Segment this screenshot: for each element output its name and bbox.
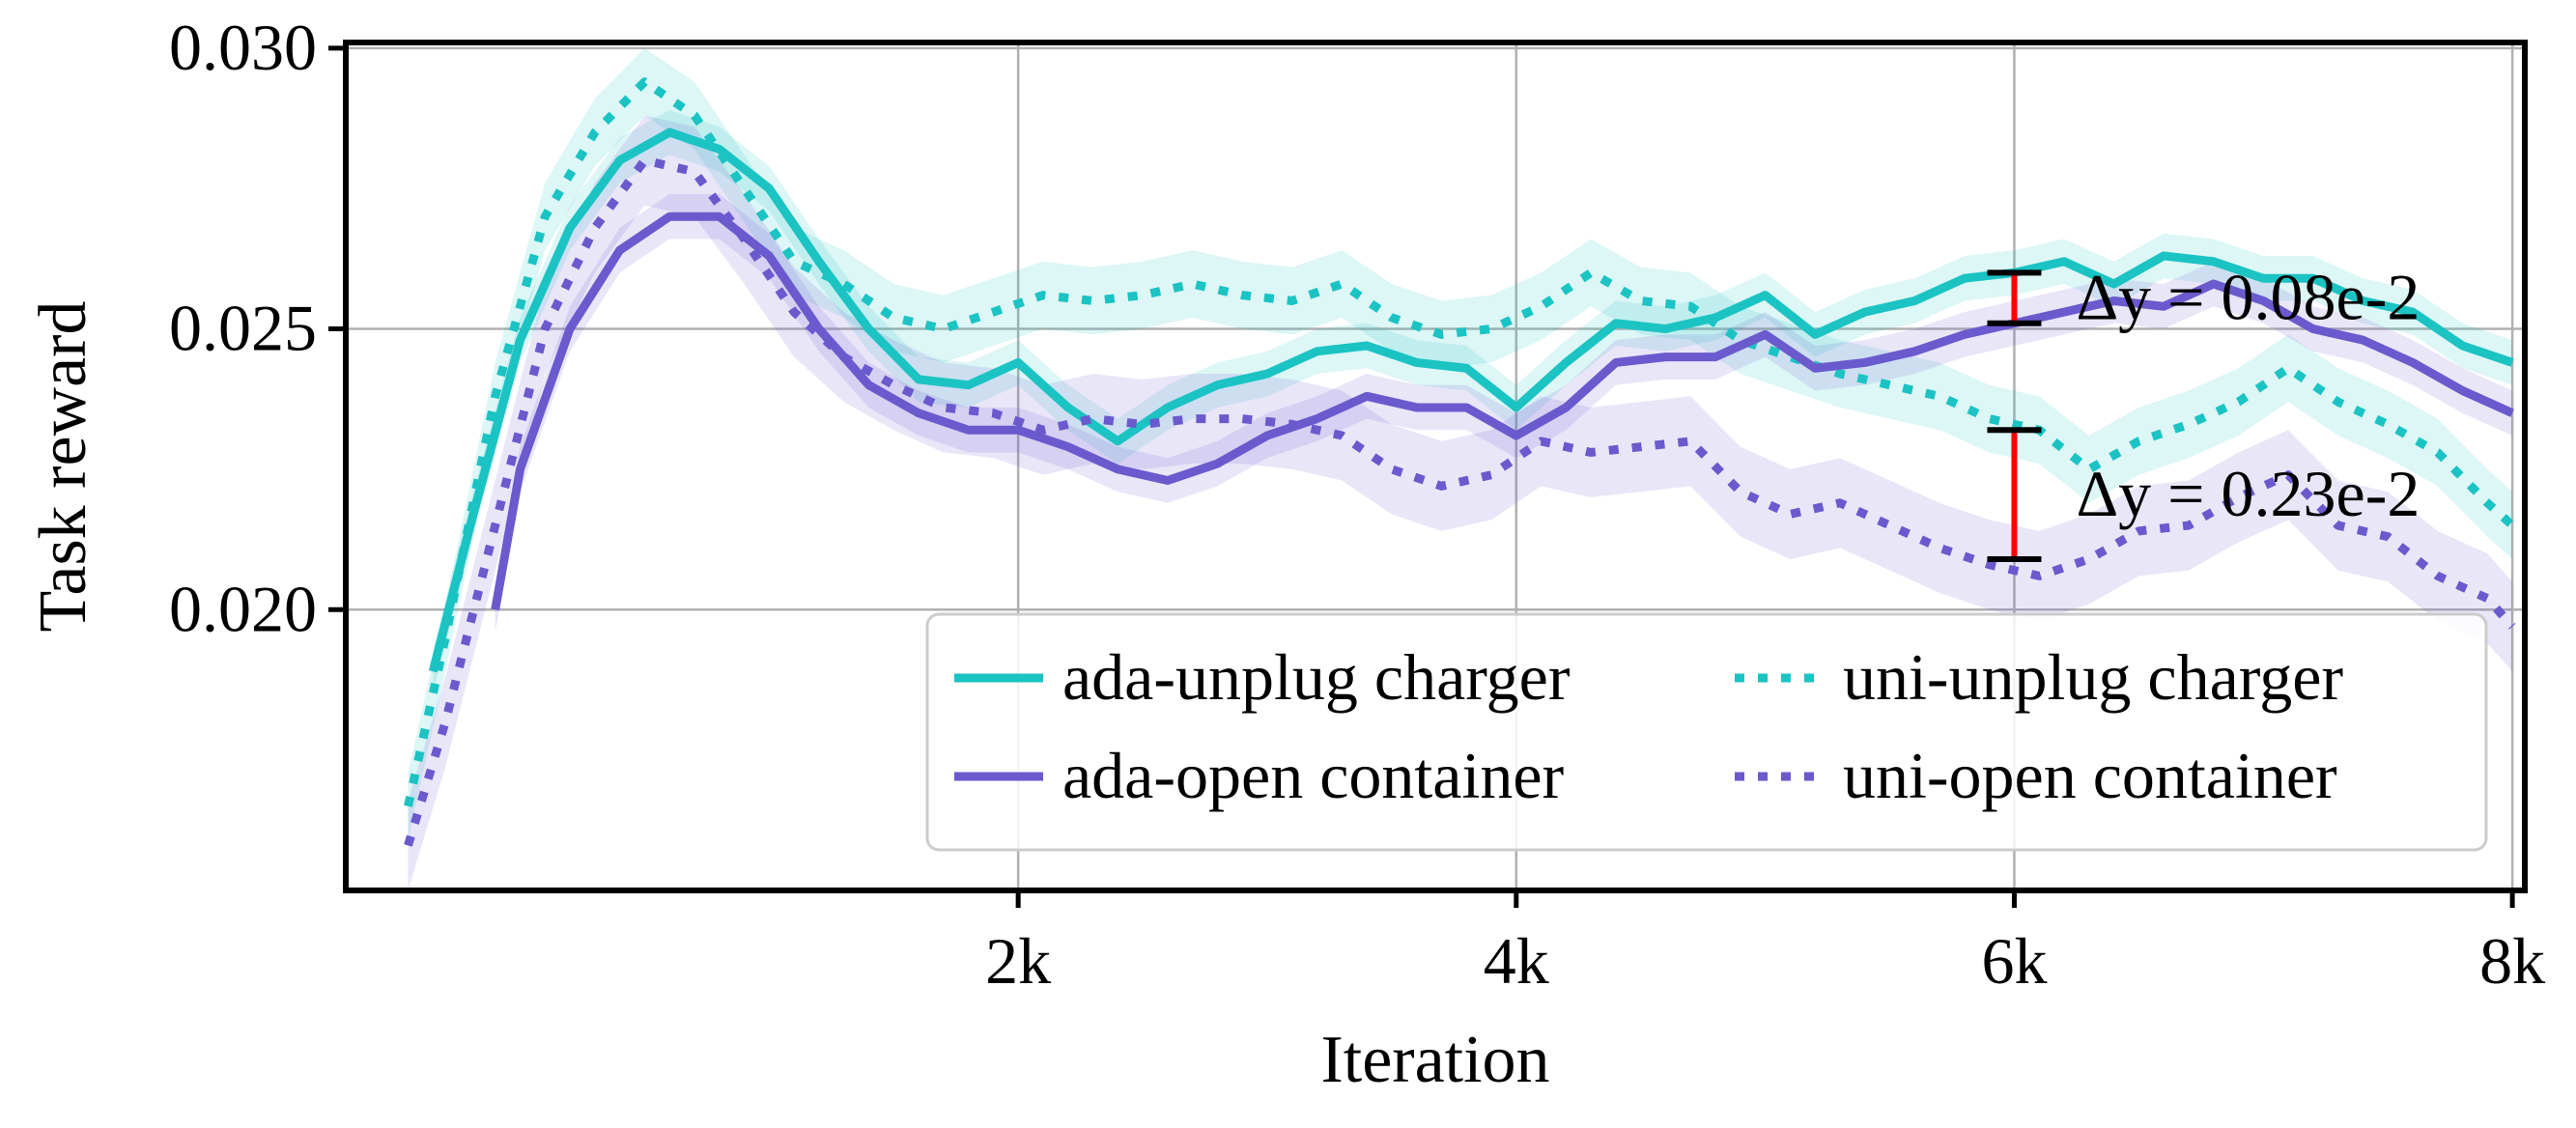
series-lines [404,77,2516,847]
series-band-2 [495,193,2513,633]
series-line-1 [404,77,2516,807]
y-tick-label-2: 0.030 [169,11,317,84]
legend: ada-unplug charger ada-open container uni-… [925,612,2488,852]
legend-label-1: uni-unplug charger [1843,640,2343,714]
series-line-0 [428,127,2514,673]
legend-label-0: ada-unplug charger [1062,640,1571,714]
plot-frame [343,40,2528,893]
confidence-bands [408,47,2513,890]
series-line-2 [491,212,2514,611]
x-axis-label: Iteration [1320,1023,1549,1097]
delta-annotations: Δy = 0.08e-2 Δy = 0.23e-2 [1987,261,2420,562]
x-tick-label-3: 8k [2479,924,2545,998]
series-band-1 [408,47,2513,840]
x-tick-label-2: 6k [1981,924,2047,998]
legend-label-2: ada-open container [1062,739,1565,812]
legend-box [925,612,2488,852]
x-tick-label-1: 4k [1484,924,1549,998]
y-tick-label-0: 0.020 [169,572,317,645]
x-tick-label-0: 2k [985,924,1051,998]
axis-ticks: 2k 4k 6k 8k 0.020 0.025 0.030 [169,11,2545,998]
delta-label-1: Δy = 0.23e-2 [2076,457,2420,530]
series-band-3 [408,115,2513,890]
series-line-3 [404,155,2516,847]
y-tick-label-1: 0.025 [169,292,317,365]
legend-label-3: uni-open container [1843,739,2337,812]
y-axis-label: Task reward [26,301,100,633]
series-band-0 [433,109,2513,694]
delta-label-0: Δy = 0.08e-2 [2076,261,2420,334]
